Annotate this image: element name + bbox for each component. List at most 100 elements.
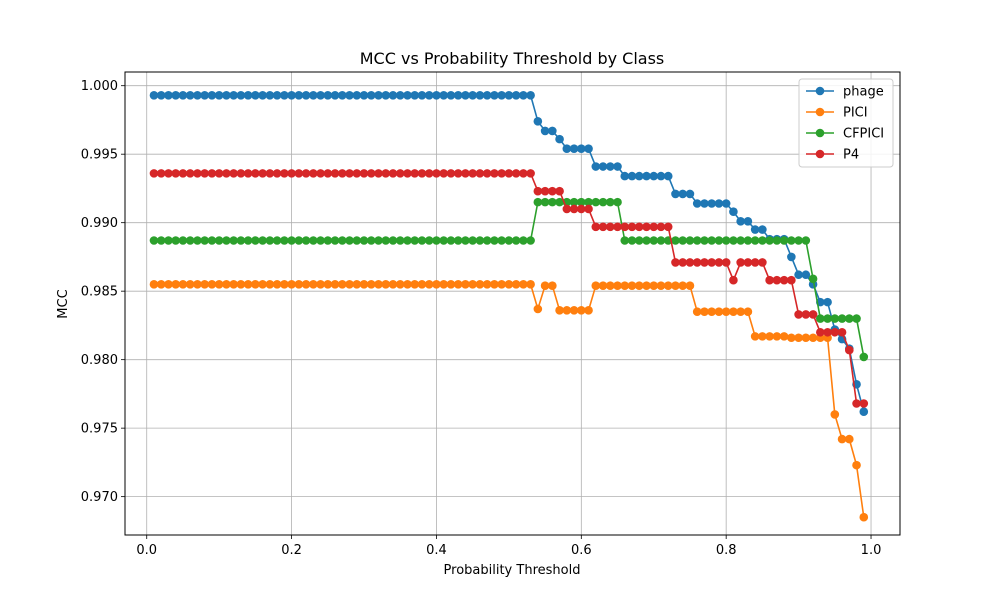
data-point [504, 236, 514, 245]
data-point [671, 236, 680, 245]
data-point [330, 90, 340, 100]
x-tick-label: 0.8 [716, 543, 737, 558]
data-point [548, 281, 557, 290]
data-point [577, 144, 586, 154]
data-point [482, 236, 492, 245]
data-point [381, 169, 391, 178]
data-point [634, 171, 644, 181]
data-point [584, 144, 593, 154]
data-point [649, 171, 659, 181]
data-point [519, 280, 528, 289]
data-point [265, 90, 275, 100]
data-point [504, 169, 514, 178]
data-point [714, 236, 724, 245]
data-point [649, 222, 659, 232]
data-point [620, 281, 630, 290]
data-point [193, 169, 202, 178]
data-point [605, 281, 615, 290]
data-point [330, 236, 340, 245]
data-point [453, 280, 463, 289]
data-point [540, 186, 550, 196]
data-point [772, 275, 782, 285]
data-point [511, 169, 521, 178]
data-point [526, 280, 535, 289]
legend-label: P4 [843, 148, 859, 163]
data-point [251, 169, 260, 178]
data-point [265, 169, 275, 178]
data-point [446, 169, 456, 178]
data-point [490, 236, 499, 245]
data-point [750, 236, 760, 245]
data-point [598, 281, 608, 290]
data-point [272, 280, 282, 289]
data-point [432, 90, 441, 100]
data-point [562, 306, 572, 315]
data-point [403, 169, 412, 178]
legend-item-p4: P4 [806, 148, 859, 163]
data-point [453, 169, 463, 178]
data-point [671, 281, 680, 290]
data-point [345, 280, 354, 289]
data-point [352, 236, 362, 245]
data-point [330, 169, 340, 178]
data-point [309, 169, 318, 178]
data-point [743, 236, 753, 245]
data-point [490, 280, 499, 289]
data-point [511, 236, 521, 245]
data-point [671, 189, 680, 199]
data-point [251, 90, 260, 100]
series-pici [149, 280, 869, 522]
data-point [316, 280, 325, 289]
data-point [808, 333, 818, 343]
data-point [569, 204, 579, 214]
data-point [642, 281, 651, 290]
data-point [258, 280, 267, 289]
data-point [381, 280, 391, 289]
data-point [156, 280, 166, 289]
data-point [417, 169, 427, 178]
data-point [692, 307, 702, 317]
data-point [555, 186, 564, 196]
data-point [475, 90, 485, 100]
data-point [591, 197, 601, 207]
data-point [388, 90, 398, 100]
data-point [663, 281, 673, 290]
data-point [830, 314, 840, 323]
data-point [794, 310, 803, 319]
data-point [214, 280, 224, 289]
legend-label: CFPICI [843, 127, 884, 142]
data-point [584, 204, 593, 214]
data-point [816, 314, 825, 323]
data-point [808, 274, 818, 284]
data-point [765, 332, 774, 341]
data-point [634, 222, 644, 232]
data-point [156, 236, 166, 245]
legend-label: phage [843, 85, 884, 100]
data-point [678, 281, 688, 290]
data-point [156, 90, 166, 100]
data-point [258, 90, 267, 100]
data-point [453, 236, 463, 245]
data-point [859, 407, 869, 417]
data-point [736, 307, 745, 317]
data-point [678, 258, 688, 267]
data-point [519, 169, 528, 178]
data-point [519, 236, 528, 245]
data-point [736, 236, 745, 245]
data-point [214, 169, 224, 178]
data-point [337, 90, 347, 100]
data-point [164, 236, 173, 245]
data-point [280, 90, 289, 100]
data-point [164, 280, 173, 289]
data-point [649, 281, 659, 290]
x-tick-label: 0.2 [281, 543, 302, 558]
data-point [598, 222, 608, 232]
data-point [309, 280, 318, 289]
data-point [627, 222, 637, 232]
data-point [461, 90, 470, 100]
data-point [439, 90, 448, 100]
data-point [229, 169, 238, 178]
data-point [352, 280, 362, 289]
data-point [591, 162, 601, 171]
data-point [569, 197, 579, 207]
